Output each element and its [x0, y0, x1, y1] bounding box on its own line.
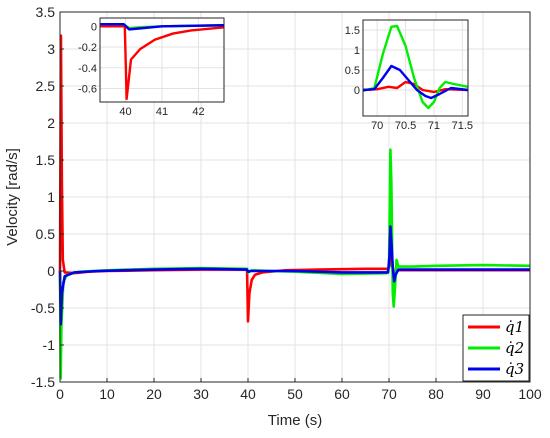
y-tick-label: 3.5 [36, 4, 56, 20]
inset-x-tick-label: 71.5 [452, 120, 473, 132]
legend: q̇1 q̇2 q̇3 [462, 314, 530, 382]
inset-series-line-q1 [100, 25, 225, 101]
legend-label-q1: q̇1 [505, 318, 524, 336]
y-tick-label: 2.5 [36, 78, 56, 94]
inset-x-tick-label: 41 [156, 106, 168, 118]
inset-x-tick-label: 70.5 [395, 120, 416, 132]
inset-y-tick-label: 0 [354, 85, 360, 97]
x-tick-label: 90 [475, 386, 491, 402]
y-tick-label: 0 [47, 263, 55, 279]
x-tick-label: 20 [146, 386, 162, 402]
y-tick-label: -1.5 [31, 374, 55, 390]
inset-series-line-q3 [100, 23, 225, 31]
x-tick-label: 0 [56, 386, 64, 402]
inset-y-tick-label: -0.2 [78, 42, 97, 54]
y-tick-label: 2 [47, 115, 55, 131]
y-tick-label: 1 [47, 189, 55, 205]
x-tick-label: 50 [287, 386, 303, 402]
inset-frame [99, 17, 225, 103]
inset-zoom-40s: 40 41 42 0 -0.2 -0.4 -0.6 [78, 17, 225, 118]
axis-ticks: 0 10 20 30 40 50 60 70 80 90 100-1.5-1-0.500.511.5… [31, 4, 542, 402]
inset-y-tick-label: 1.5 [345, 25, 360, 37]
inset-x-tick-label: 70 [371, 120, 383, 132]
inset-series-line-q3 [362, 64, 469, 100]
inset-x-tick-label: 40 [119, 106, 131, 118]
y-tick-label: -0.5 [31, 300, 55, 316]
inset-x-tick-label: 42 [192, 106, 204, 118]
x-tick-label: 70 [381, 386, 397, 402]
x-tick-label: 30 [193, 386, 209, 402]
y-tick-label: -1 [43, 337, 56, 353]
inset-y-tick-label: -0.4 [78, 63, 97, 75]
x-tick-label: 10 [99, 386, 115, 402]
inset-y-tick-label: 0.5 [345, 65, 360, 77]
x-axis-label: Time (s) [268, 412, 322, 429]
y-tick-label: 1.5 [36, 152, 56, 168]
main-series-lines [58, 34, 531, 380]
inset-zoom-70s: 70 70.5 71 71.5 1.5 1 0.5 0 [345, 19, 473, 132]
inset-y-tick-label: -0.6 [78, 84, 97, 96]
x-tick-label: 80 [428, 386, 444, 402]
y-tick-label: 3 [47, 41, 55, 57]
series-line-q3 [58, 225, 530, 326]
inset-y-tick-label: 0 [91, 21, 97, 33]
legend-label-q3: q̇3 [505, 360, 524, 378]
y-axis-label: Velocity [rad/s] [4, 148, 21, 246]
inset-x-tick-label: 71 [428, 120, 440, 132]
inset-frame [362, 19, 469, 117]
x-tick-label: 60 [334, 386, 350, 402]
legend-label-q2: q̇2 [505, 339, 524, 357]
inset-y-tick-label: 1 [354, 45, 360, 57]
x-tick-label: 40 [240, 386, 256, 402]
x-tick-label: 100 [518, 386, 542, 402]
y-tick-label: 0.5 [36, 226, 56, 242]
